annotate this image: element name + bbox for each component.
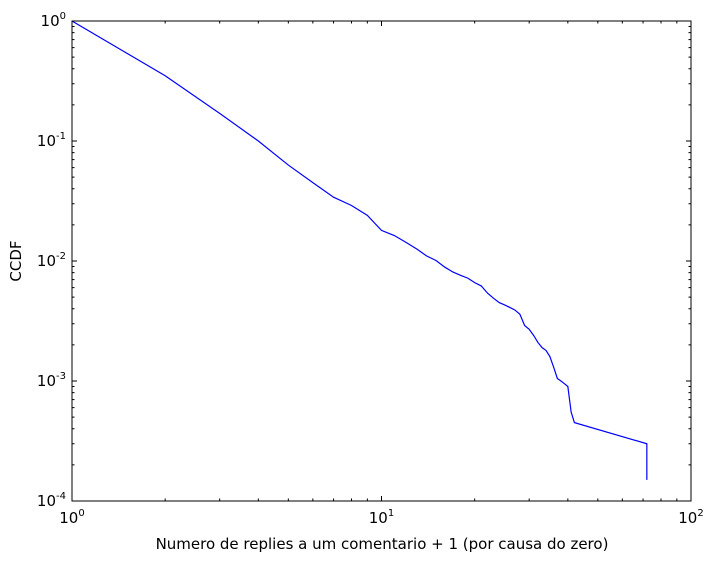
y-tick-label: 10-4	[37, 491, 66, 510]
y-tick-label: 100	[41, 11, 66, 30]
x-tick-label: 102	[678, 508, 703, 527]
series-line	[71, 20, 648, 480]
y-tick-label: 10-3	[37, 371, 66, 390]
x-tick-label: 100	[59, 508, 84, 527]
y-tick-label: 10-1	[37, 131, 66, 150]
plot-frame	[71, 20, 692, 502]
y-tick-label: 10-2	[37, 251, 66, 270]
x-tick-label: 101	[369, 508, 394, 527]
x-axis-label: Numero de replies a um comentario + 1 (p…	[156, 535, 609, 553]
x-tick-labels: 100 101 102	[59, 508, 703, 527]
plot-area	[72, 21, 691, 501]
y-tick-labels: 100 10-1 10-2 10-3 10-4	[37, 11, 66, 510]
y-axis-label: CCDF	[7, 240, 25, 281]
